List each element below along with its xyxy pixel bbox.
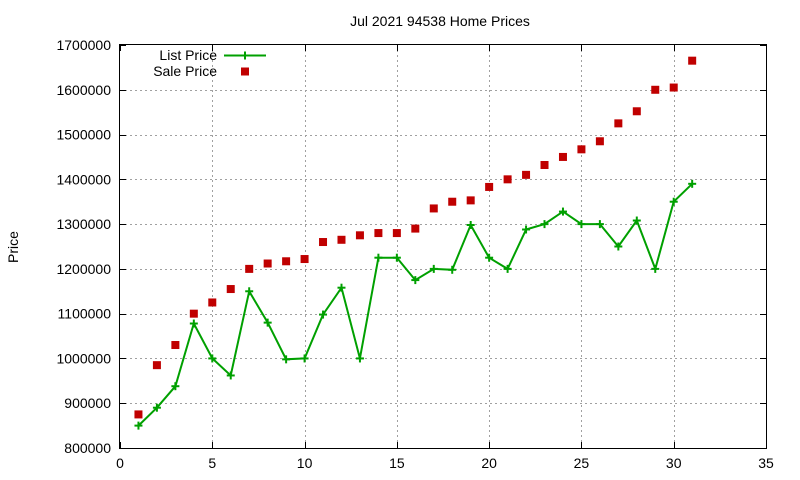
x-tick-label: 30 [666, 455, 682, 471]
sale-price-point [688, 56, 697, 65]
sale-price-point [374, 229, 383, 238]
list-price-point [485, 253, 494, 262]
list-price-point [245, 287, 254, 296]
x-tick-label: 35 [758, 455, 774, 471]
sale-price-point [448, 197, 457, 206]
sale-price-point [651, 85, 660, 94]
list-price-point [374, 253, 383, 262]
y-tick-label: 1200000 [56, 261, 111, 277]
list-price-point [226, 371, 235, 380]
axis-ticks: 0 5 10 15 20 25 30 35 800000 900000 1000000 1100000… [56, 37, 774, 471]
list-price-point [466, 221, 475, 230]
list-price-point [688, 179, 697, 188]
list-price-point [595, 220, 604, 229]
sale-price-point [558, 152, 567, 161]
sale-price-point [282, 257, 291, 266]
legend-label-list-price: List Price [159, 47, 217, 63]
y-tick-label: 1400000 [56, 171, 111, 187]
y-tick-label: 1100000 [58, 306, 112, 322]
list-price-point [337, 283, 346, 292]
y-tick-label: 800000 [64, 440, 111, 456]
sale-price-point [429, 204, 438, 213]
x-tick-label: 5 [208, 455, 216, 471]
sale-price-point [263, 259, 272, 268]
sale-price-point [319, 238, 328, 247]
sale-price-point [503, 175, 512, 184]
sale-price-point [411, 224, 420, 233]
sale-price-point [208, 298, 217, 307]
list-price-point [152, 403, 161, 412]
y-tick-label: 900000 [64, 395, 111, 411]
y-tick-label: 1700000 [56, 37, 111, 53]
list-price-point [411, 276, 420, 285]
list-price-point [429, 264, 438, 273]
legend-marker-sale-price [241, 67, 249, 76]
list-price-point [669, 197, 678, 206]
sale-price-point [300, 255, 309, 264]
sale-price-point [226, 285, 235, 294]
sale-price-point [614, 119, 623, 128]
grid [120, 45, 766, 448]
series [134, 56, 697, 430]
list-price-point [577, 220, 586, 229]
chart-title: Jul 2021 94538 Home Prices [350, 13, 530, 29]
sale-price-point [522, 170, 531, 179]
list-price-point [208, 354, 217, 363]
list-price-point [282, 355, 291, 364]
list-price-point [448, 265, 457, 274]
sale-price-point [577, 145, 586, 154]
sale-price-point [632, 107, 641, 116]
y-tick-label: 1600000 [56, 82, 111, 98]
sale-price-point [134, 410, 143, 419]
list-price-point [355, 354, 364, 363]
sale-price-point [485, 182, 494, 191]
y-tick-label: 1000000 [56, 350, 111, 366]
sale-price-point [189, 309, 198, 318]
list-price-point [171, 382, 180, 391]
x-tick-label: 15 [389, 455, 405, 471]
list-price-point [392, 253, 401, 262]
sale-price-point [337, 235, 346, 244]
y-tick-label: 1500000 [56, 127, 111, 143]
sale-price-point [392, 229, 401, 238]
list-price-point [522, 225, 531, 234]
list-price-point [319, 310, 328, 319]
sale-price-point [245, 264, 254, 273]
list-price-point [263, 318, 272, 327]
y-axis-label: Price [5, 231, 21, 263]
plot-frame [119, 44, 767, 449]
list-price-point [632, 216, 641, 225]
sale-price-point [540, 161, 549, 170]
x-tick-label: 0 [116, 455, 124, 471]
x-tick-label: 10 [297, 455, 313, 471]
legend-label-sale-price: Sale Price [153, 63, 217, 79]
sale-price-point [355, 231, 364, 240]
list-price-point [651, 264, 660, 273]
sale-price-point [152, 361, 161, 370]
sale-price-point [595, 137, 604, 146]
list-price-point [189, 319, 198, 328]
list-price-point [614, 242, 623, 251]
sale-price-point [171, 341, 180, 350]
sale-price-point [669, 83, 678, 92]
sale-price-point [466, 196, 475, 205]
x-tick-label: 25 [574, 455, 590, 471]
list-price-point [503, 264, 512, 273]
list-price-point [558, 207, 567, 216]
legend-marker-list-price [241, 51, 249, 60]
list-price-line [137, 183, 693, 427]
list-price-point [540, 220, 549, 229]
x-tick-label: 20 [481, 455, 497, 471]
list-price-point [300, 354, 309, 363]
y-tick-label: 1300000 [56, 216, 111, 232]
list-price-point [134, 421, 143, 430]
